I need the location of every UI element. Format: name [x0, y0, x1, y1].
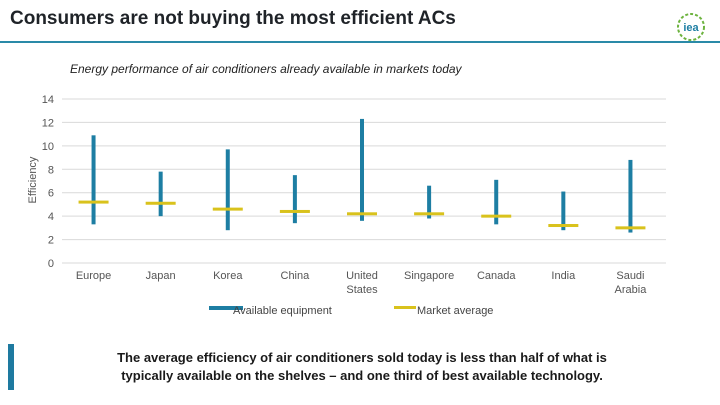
- x-tick-label: Japan: [146, 270, 176, 282]
- market-average-marker: [279, 209, 310, 213]
- y-tick-label: 6: [48, 188, 54, 200]
- x-tick-label: India: [551, 270, 576, 282]
- x-tick-label: Saudi: [616, 270, 644, 282]
- chart-title: Energy performance of air conditioners a…: [70, 62, 462, 76]
- range-bars: [91, 118, 633, 233]
- range-bar: [628, 159, 633, 233]
- range-bar: [91, 135, 96, 225]
- logo-text: iea: [683, 22, 699, 34]
- slide-title: Consumers are not buying the most effici…: [10, 8, 456, 29]
- market-average-marker: [145, 201, 176, 205]
- market-average-marker: [481, 214, 512, 218]
- title-underline: [0, 41, 720, 43]
- x-tick-label: States: [346, 284, 378, 296]
- market-average-marker: [615, 226, 646, 230]
- x-tick-label: Singapore: [404, 270, 454, 282]
- y-tick-label: 0: [48, 258, 54, 270]
- y-axis-label: Efficiency: [27, 156, 39, 203]
- range-bar: [360, 118, 364, 221]
- range-bar: [494, 179, 499, 225]
- market-average-marker: [212, 207, 243, 211]
- legend: Available equipment Market average: [209, 305, 493, 317]
- legend-label-average: Market average: [417, 305, 493, 317]
- footnote-line-1: The average efficiency of air conditione…: [117, 350, 607, 365]
- legend-swatch-available: [209, 306, 243, 310]
- legend-swatch-average: [394, 306, 416, 309]
- range-bar: [158, 171, 163, 217]
- range-bar: [561, 191, 566, 231]
- x-tick-label: Europe: [76, 270, 111, 282]
- range-bar: [225, 149, 230, 231]
- y-tick-label: 14: [42, 94, 54, 106]
- market-average-markers: [78, 200, 646, 230]
- x-tick-label: Canada: [477, 270, 516, 282]
- x-tick-label: Arabia: [615, 284, 648, 296]
- range-bar: [292, 175, 297, 224]
- iea-logo-icon: iea: [677, 13, 705, 41]
- market-average-marker: [548, 224, 579, 228]
- x-tick-label: China: [281, 270, 311, 282]
- y-tick-label: 10: [42, 141, 54, 153]
- market-average-marker: [414, 212, 445, 216]
- range-bar: [427, 185, 432, 219]
- footnote: The average efficiency of air conditione…: [92, 349, 632, 385]
- market-average-marker: [78, 200, 109, 204]
- legend-label-available: Available equipment: [233, 305, 332, 317]
- x-tick-label: Korea: [213, 270, 243, 282]
- market-average-marker: [347, 212, 377, 216]
- y-tick-label: 8: [48, 164, 54, 176]
- footnote-line-2: typically available on the shelves – and…: [121, 368, 603, 383]
- y-tick-label: 4: [48, 211, 54, 223]
- x-tick-label: United: [346, 270, 378, 282]
- footnote-accent-bar: [8, 344, 14, 390]
- y-tick-labels: 0 2 4 6 8 10 12 14: [42, 94, 54, 270]
- y-tick-label: 2: [48, 235, 54, 247]
- y-tick-label: 12: [42, 117, 54, 129]
- x-tick-labels: Europe Japan Korea China United States Singapo…: [76, 270, 647, 296]
